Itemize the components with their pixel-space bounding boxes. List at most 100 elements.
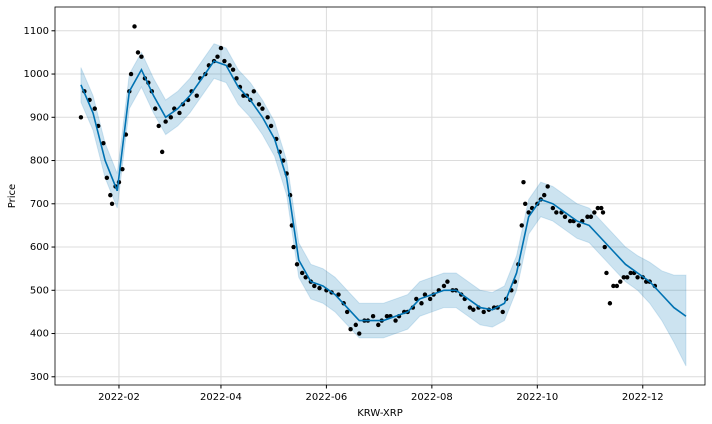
observed-point — [618, 279, 623, 284]
observed-point — [163, 119, 168, 124]
observed-point — [441, 283, 447, 289]
uncertainty-band — [80, 43, 687, 367]
observed-point — [132, 24, 137, 29]
observed-point — [215, 54, 220, 59]
observed-point — [604, 270, 609, 276]
forecast-line — [80, 60, 687, 322]
x-axis-label: KRW-XRP — [357, 408, 403, 419]
observed-point — [585, 214, 590, 219]
x-tick-label: 2022-02 — [98, 392, 140, 403]
observed-point — [599, 205, 604, 211]
observed-point — [526, 210, 531, 215]
y-tick-label: 800 — [30, 156, 49, 167]
y-tick-label: 900 — [30, 112, 49, 123]
observed-point — [414, 296, 419, 302]
observed-point — [120, 166, 125, 172]
observed-point — [376, 322, 381, 328]
observed-point — [521, 179, 526, 185]
observed-point — [317, 285, 322, 291]
observed-point — [159, 149, 165, 155]
observed-point — [268, 123, 274, 129]
observed-point — [348, 327, 353, 332]
observed-point — [260, 106, 265, 111]
y-tick-label: 400 — [30, 329, 49, 340]
y-tick-label: 700 — [30, 199, 49, 210]
observed-point — [108, 192, 113, 198]
observed-point — [419, 301, 424, 306]
observed-point — [611, 283, 616, 289]
observed-point — [139, 54, 144, 59]
observed-point — [128, 71, 134, 77]
observed-point — [194, 93, 199, 98]
observed-point — [265, 115, 270, 120]
x-tick-label: 2022-12 — [622, 392, 664, 403]
observed-point — [567, 218, 573, 224]
observed-point — [218, 45, 224, 51]
observed-point — [576, 223, 582, 228]
y-tick-label: 500 — [30, 285, 49, 296]
observed-point — [357, 331, 362, 336]
observed-point — [500, 309, 505, 315]
observed-point — [588, 214, 594, 219]
observed-point — [602, 244, 607, 250]
observed-point — [519, 223, 524, 228]
observed-point — [300, 270, 305, 276]
x-tick-label: 2022-06 — [306, 392, 348, 403]
observed-point — [550, 205, 556, 211]
observed-point — [104, 175, 110, 181]
y-tick-label: 1000 — [24, 69, 49, 80]
observed-point — [445, 279, 450, 284]
observed-point — [562, 214, 568, 219]
observed-point — [227, 63, 232, 68]
observed-point — [153, 106, 158, 111]
observed-point — [168, 115, 174, 120]
observed-point — [621, 275, 626, 280]
y-tick-label: 600 — [30, 242, 49, 253]
observed-point — [370, 314, 376, 319]
observed-point — [384, 314, 390, 319]
observed-point — [312, 283, 317, 289]
y-tick-label: 300 — [30, 372, 49, 383]
observed-point — [109, 201, 115, 206]
observed-point — [427, 296, 433, 302]
observed-point — [467, 305, 473, 310]
observed-point — [344, 309, 350, 315]
y-axis-label: Price — [7, 184, 18, 208]
observed-point — [545, 184, 550, 189]
observed-point — [523, 201, 528, 206]
observed-point — [156, 123, 161, 129]
observed-point — [303, 275, 308, 280]
observed-point — [422, 292, 428, 297]
observed-point — [101, 141, 106, 146]
observed-point — [595, 205, 601, 211]
observed-point — [234, 76, 239, 81]
observed-point — [600, 210, 606, 215]
observed-point — [635, 275, 640, 280]
plot-frame — [54, 6, 706, 386]
x-tick-label: 2022-10 — [516, 392, 558, 403]
observed-point — [542, 192, 547, 198]
observed-point — [294, 262, 300, 267]
observed-point — [256, 102, 262, 107]
observed-point — [336, 292, 341, 297]
observed-point — [628, 270, 633, 276]
observed-point — [135, 50, 141, 55]
observed-point — [177, 110, 182, 116]
observed-point — [607, 301, 613, 306]
y-tick-label: 1100 — [24, 26, 49, 37]
observed-point — [614, 283, 620, 289]
observed-point — [291, 244, 296, 250]
observed-point — [353, 322, 358, 328]
x-tick-label: 2022-04 — [200, 392, 242, 403]
observed-point — [471, 307, 476, 312]
observed-point — [251, 89, 257, 94]
observed-point — [92, 106, 97, 111]
observed-point — [393, 318, 398, 323]
x-tick-label: 2022-08 — [411, 392, 453, 403]
observed-point — [78, 115, 84, 120]
observed-point — [222, 58, 227, 64]
observed-point — [481, 309, 486, 315]
observed-point — [554, 210, 559, 215]
